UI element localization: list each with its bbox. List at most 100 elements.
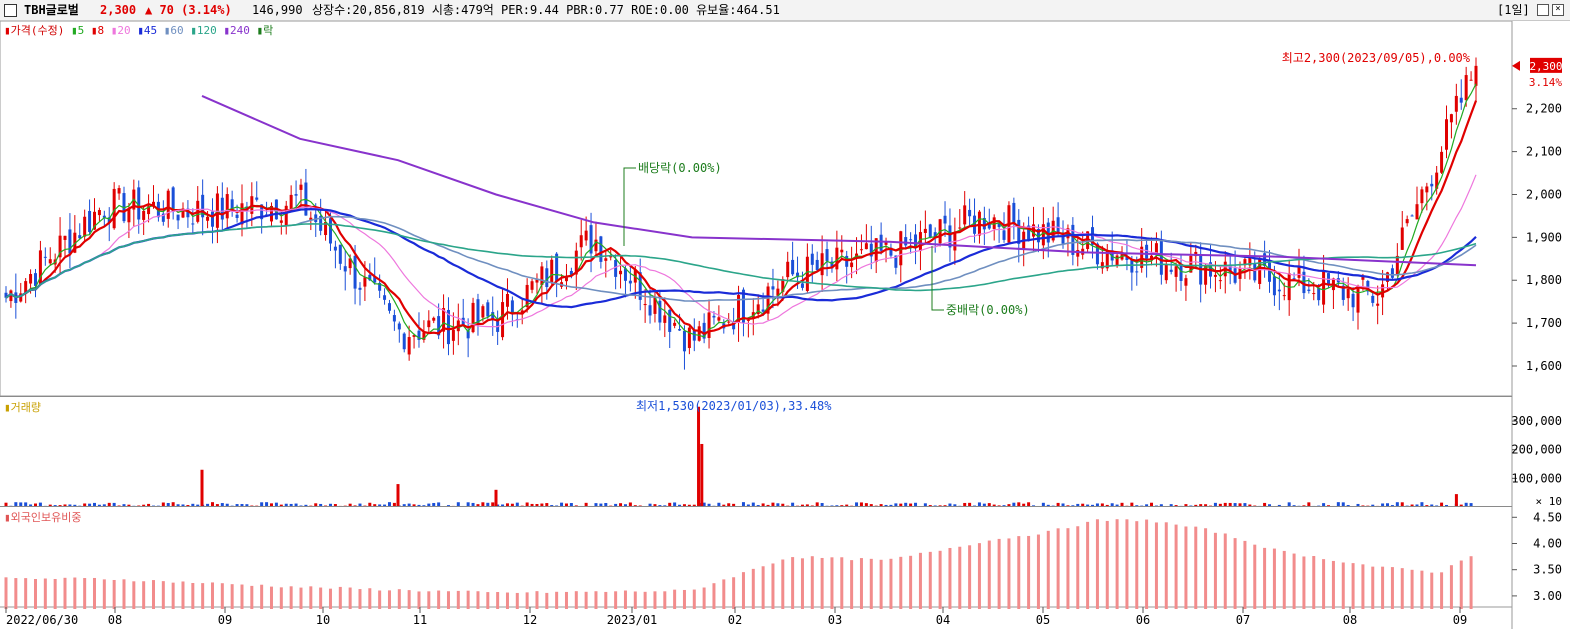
foreign-ratio-bar: [1390, 567, 1394, 609]
foreign-ratio-bar: [161, 581, 165, 609]
volume-bar: [279, 504, 283, 507]
volume-bar: [383, 504, 387, 507]
volume-bar: [746, 504, 750, 507]
volume-bar: [97, 504, 101, 507]
foreign-ratio-bar: [525, 592, 529, 609]
period-selector[interactable]: [1일]: [1497, 3, 1530, 17]
volume-bar: [628, 502, 632, 507]
volume-bar: [545, 503, 549, 507]
volume-bar: [407, 503, 411, 507]
candle: [1243, 255, 1247, 279]
foreign-ratio-bar: [260, 584, 264, 609]
x-tick-label: 09: [218, 613, 232, 627]
ma-legend-60: ▮60: [157, 24, 184, 37]
candle: [1238, 261, 1242, 292]
close-icon[interactable]: ×: [1552, 4, 1564, 16]
foreign-ratio-bar: [230, 584, 234, 609]
foreign-ratio-bar: [1066, 528, 1070, 609]
volume-bar: [1263, 502, 1267, 507]
foreign-ratio-bar: [1184, 526, 1188, 609]
volume-bar: [142, 504, 146, 507]
candle: [859, 234, 863, 255]
candle: [933, 227, 937, 253]
candle: [864, 224, 868, 250]
volume-bar: [619, 503, 623, 507]
volume-bar: [1415, 504, 1419, 507]
restore-icon[interactable]: [1537, 4, 1549, 16]
foreign-ratio-bar: [1076, 526, 1080, 609]
foreign-ratio-bar: [210, 582, 214, 609]
candle: [786, 251, 790, 281]
volume-bar: [1287, 502, 1291, 507]
candle: [1464, 66, 1468, 107]
foreign-ratio-bar: [446, 591, 450, 609]
candle: [9, 289, 13, 308]
candle: [402, 332, 406, 353]
pane-divider[interactable]: [0, 396, 1512, 397]
foreign-ratio-bar: [1302, 556, 1306, 609]
volume-bar: [181, 504, 185, 507]
candle: [619, 255, 623, 289]
foreign-ratio-bar: [830, 557, 834, 609]
volume-bar: [333, 504, 337, 507]
stock-name: TBH글로벌: [24, 3, 79, 17]
foreign-ratio-bar: [1233, 538, 1237, 609]
foreign-ratio-bar: [1272, 548, 1276, 609]
candle: [225, 187, 229, 231]
candle: [48, 247, 52, 266]
candle: [171, 186, 175, 220]
volume-bar: [491, 502, 495, 507]
volume-bar: [1445, 504, 1449, 507]
foreign-ratio-bar: [545, 592, 549, 609]
foreign-ratio-bar: [1430, 572, 1434, 609]
volume-bar: [348, 503, 352, 507]
volume-bar: [1430, 504, 1434, 507]
foreign-ratio-bar: [859, 558, 863, 609]
volume-spike-bar: [396, 484, 400, 507]
candle: [142, 206, 146, 236]
candle: [343, 250, 347, 291]
volume-bar: [1336, 502, 1340, 507]
foreign-ratio-bar: [771, 563, 775, 609]
candle: [1199, 242, 1203, 303]
candle: [1056, 202, 1060, 237]
candle: [407, 325, 411, 361]
ma-legend-120: ▮120: [183, 24, 217, 37]
volume-bar: [535, 504, 539, 507]
candle: [471, 297, 475, 334]
volume-bar: [879, 504, 883, 507]
x-tick-label: 06: [1136, 613, 1150, 627]
candle: [1420, 186, 1424, 213]
candle: [717, 305, 721, 324]
volume-bar: [540, 503, 544, 507]
stock-info: 상장수:20,856,819 시총:479억 PER:9.44 PBR:0.77…: [312, 3, 780, 17]
price-marker-icon: [1512, 60, 1520, 71]
volume-bar: [471, 502, 475, 507]
candle: [161, 200, 165, 226]
pane-divider[interactable]: [0, 506, 1512, 507]
foreign-ratio-bar: [909, 555, 913, 609]
foreign-ratio-bar: [1400, 568, 1404, 609]
candle: [845, 250, 849, 284]
volume-bar: [191, 503, 195, 507]
candle: [579, 219, 583, 261]
volume-bar: [884, 504, 888, 507]
volume-bar: [1110, 503, 1114, 507]
candle: [1459, 79, 1463, 110]
foreign-ratio-bar: [1381, 566, 1385, 609]
volume-bar: [1115, 504, 1119, 507]
candle: [869, 225, 873, 270]
volume-bar: [260, 502, 264, 507]
foreign-ratio-bar: [338, 586, 342, 609]
foreign-ratio-bar: [1204, 528, 1208, 609]
candle: [24, 278, 28, 304]
select-checkbox[interactable]: [4, 4, 17, 17]
price-tick-label: 2,000: [1526, 187, 1562, 201]
foreign-tick-label: 3.50: [1533, 563, 1562, 577]
candle: [1440, 146, 1444, 175]
volume-bar: [29, 504, 33, 507]
ma-legend-8: ▮8: [84, 24, 105, 37]
candle: [968, 198, 972, 227]
volume-bar: [1046, 504, 1050, 507]
candle: [112, 182, 116, 230]
